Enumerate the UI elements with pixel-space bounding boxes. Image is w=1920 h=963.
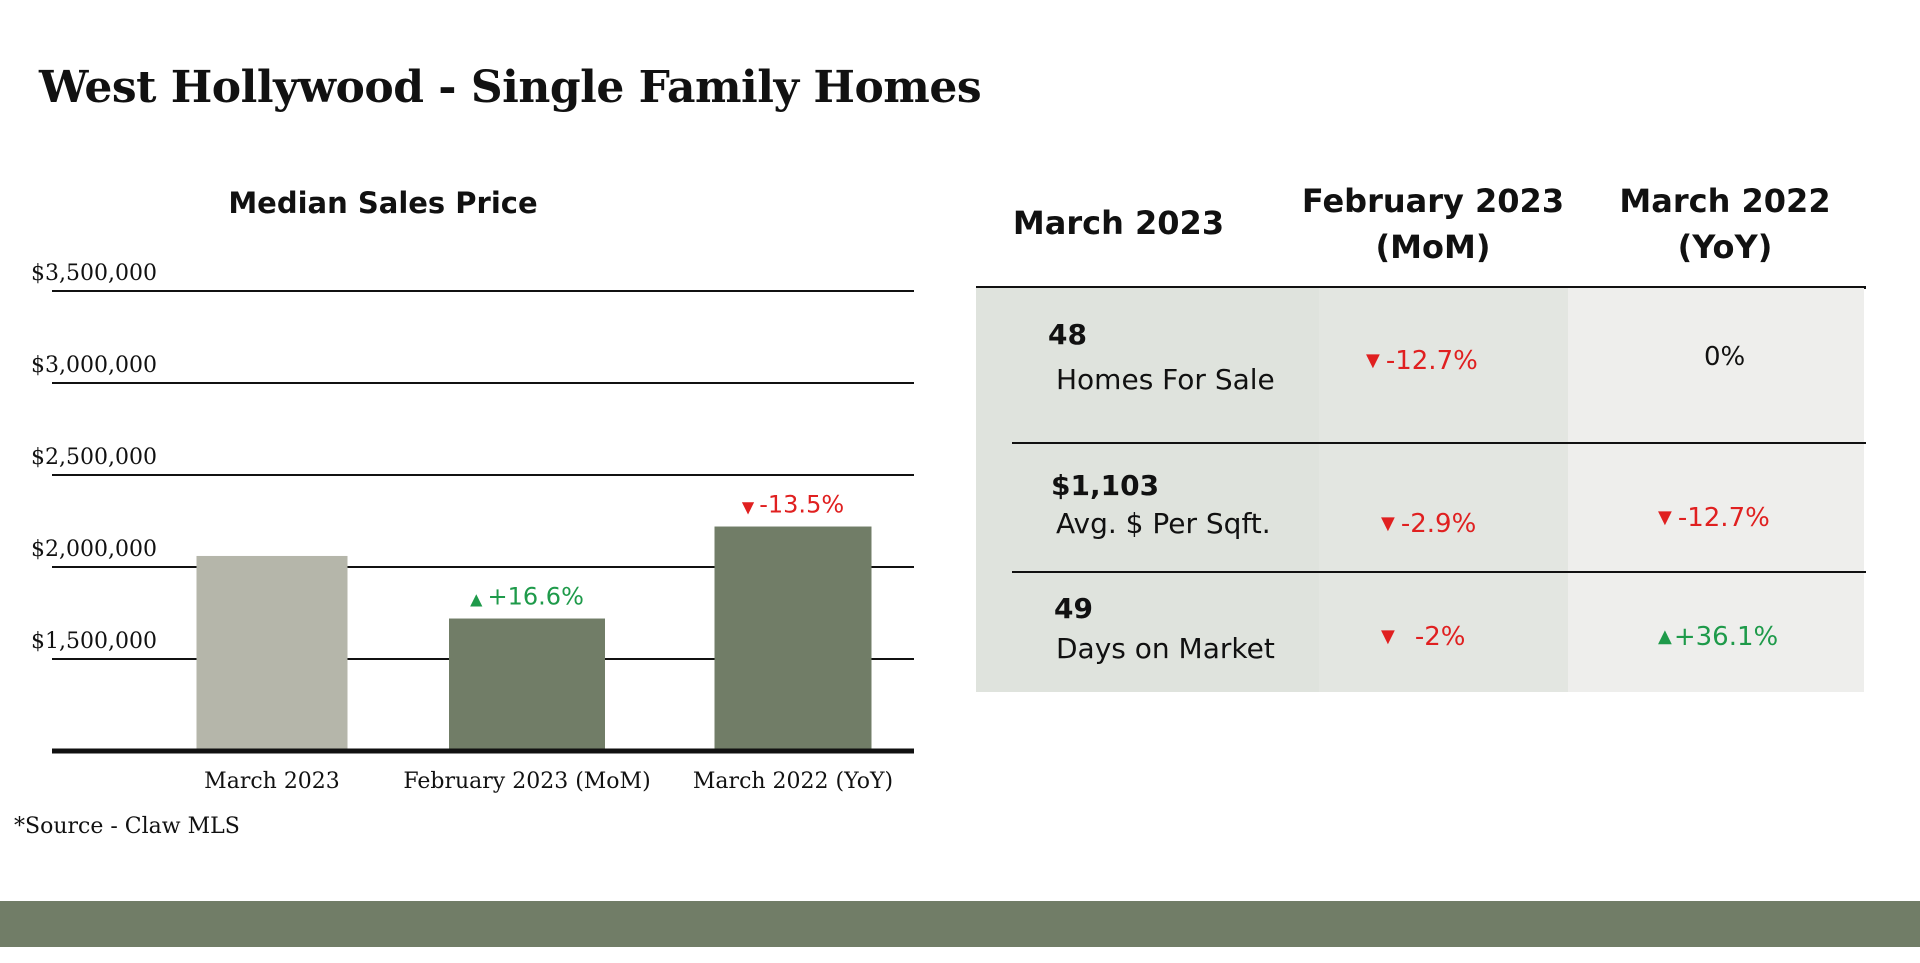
metric-label: Homes For Sale bbox=[1056, 363, 1275, 396]
metric-value: 49 bbox=[1054, 592, 1093, 625]
down-arrow-icon: ▼ bbox=[1381, 513, 1395, 534]
header-yoy: March 2022 (YoY) bbox=[1619, 182, 1831, 266]
table-header: March 2023 February 2023 (MoM) March 202… bbox=[976, 178, 1866, 288]
up-arrow-icon: ▲ bbox=[1658, 626, 1672, 647]
y-tick-label: $3,500,000 bbox=[31, 261, 157, 286]
x-tick-label: March 2022 (YoY) bbox=[693, 769, 893, 794]
column-mom-bg bbox=[1319, 288, 1568, 692]
column-current-bg bbox=[976, 288, 1319, 692]
yoy-change: 0% bbox=[1704, 342, 1746, 372]
column-yoy-bg bbox=[1568, 288, 1864, 692]
data-label: ▲ +16.6% bbox=[470, 583, 584, 611]
footer-band bbox=[0, 901, 1920, 947]
chart-title: Median Sales Price bbox=[228, 186, 538, 220]
header-divider bbox=[976, 286, 1866, 289]
source-note: *Source - Claw MLS bbox=[14, 814, 240, 839]
metric-value: $1,103 bbox=[1051, 469, 1160, 502]
page-title: West Hollywood - Single Family Homes bbox=[39, 62, 982, 113]
mom-change: ▼ -2% bbox=[1381, 622, 1466, 652]
row-divider bbox=[1012, 571, 1866, 573]
bar bbox=[449, 618, 605, 751]
y-tick-label: $2,000,000 bbox=[31, 537, 157, 562]
mom-change: ▼ -2.9% bbox=[1381, 509, 1477, 539]
metric-label: Days on Market bbox=[1056, 632, 1275, 665]
down-arrow-icon: ▼ bbox=[1658, 507, 1672, 528]
y-tick-label: $1,500,000 bbox=[31, 629, 157, 654]
row-divider bbox=[1012, 442, 1866, 444]
header-mom: February 2023 (MoM) bbox=[1301, 182, 1565, 266]
yoy-change: ▲+36.1% bbox=[1658, 622, 1779, 652]
data-label: ▼ -13.5% bbox=[742, 491, 844, 519]
table-row-homes-for-sale: 48 Homes For Sale ▼ -12.7% 0% bbox=[976, 288, 1864, 443]
bar bbox=[196, 555, 348, 751]
metric-label: Avg. $ Per Sqft. bbox=[1056, 507, 1271, 540]
x-tick-label: February 2023 (MoM) bbox=[403, 769, 650, 794]
comparison-table: 48 Homes For Sale ▼ -12.7% 0% $1,103 Avg.… bbox=[976, 288, 1864, 692]
yoy-change: ▼ -12.7% bbox=[1658, 503, 1770, 533]
table-row-days-on-market: 49 Days on Market ▼ -2% ▲+36.1% bbox=[976, 572, 1864, 692]
bar bbox=[714, 526, 872, 751]
table-row-avg-price-per-sqft: $1,103 Avg. $ Per Sqft. ▼ -2.9% ▼ -12.7% bbox=[976, 443, 1864, 572]
metric-value: 48 bbox=[1048, 318, 1087, 351]
x-tick-label: March 2023 bbox=[204, 769, 340, 794]
median-sales-price-chart: $1,500,000 $2,000,000 $2,500,000 $3,000,000… bbox=[31, 261, 914, 794]
header-current: March 2023 bbox=[1012, 204, 1225, 242]
y-tick-label: $3,000,000 bbox=[31, 353, 157, 378]
down-arrow-icon: ▼ bbox=[1366, 350, 1380, 371]
y-tick-label: $2,500,000 bbox=[31, 445, 157, 470]
mom-change: ▼ -12.7% bbox=[1366, 346, 1478, 376]
down-arrow-icon: ▼ bbox=[1381, 626, 1395, 647]
